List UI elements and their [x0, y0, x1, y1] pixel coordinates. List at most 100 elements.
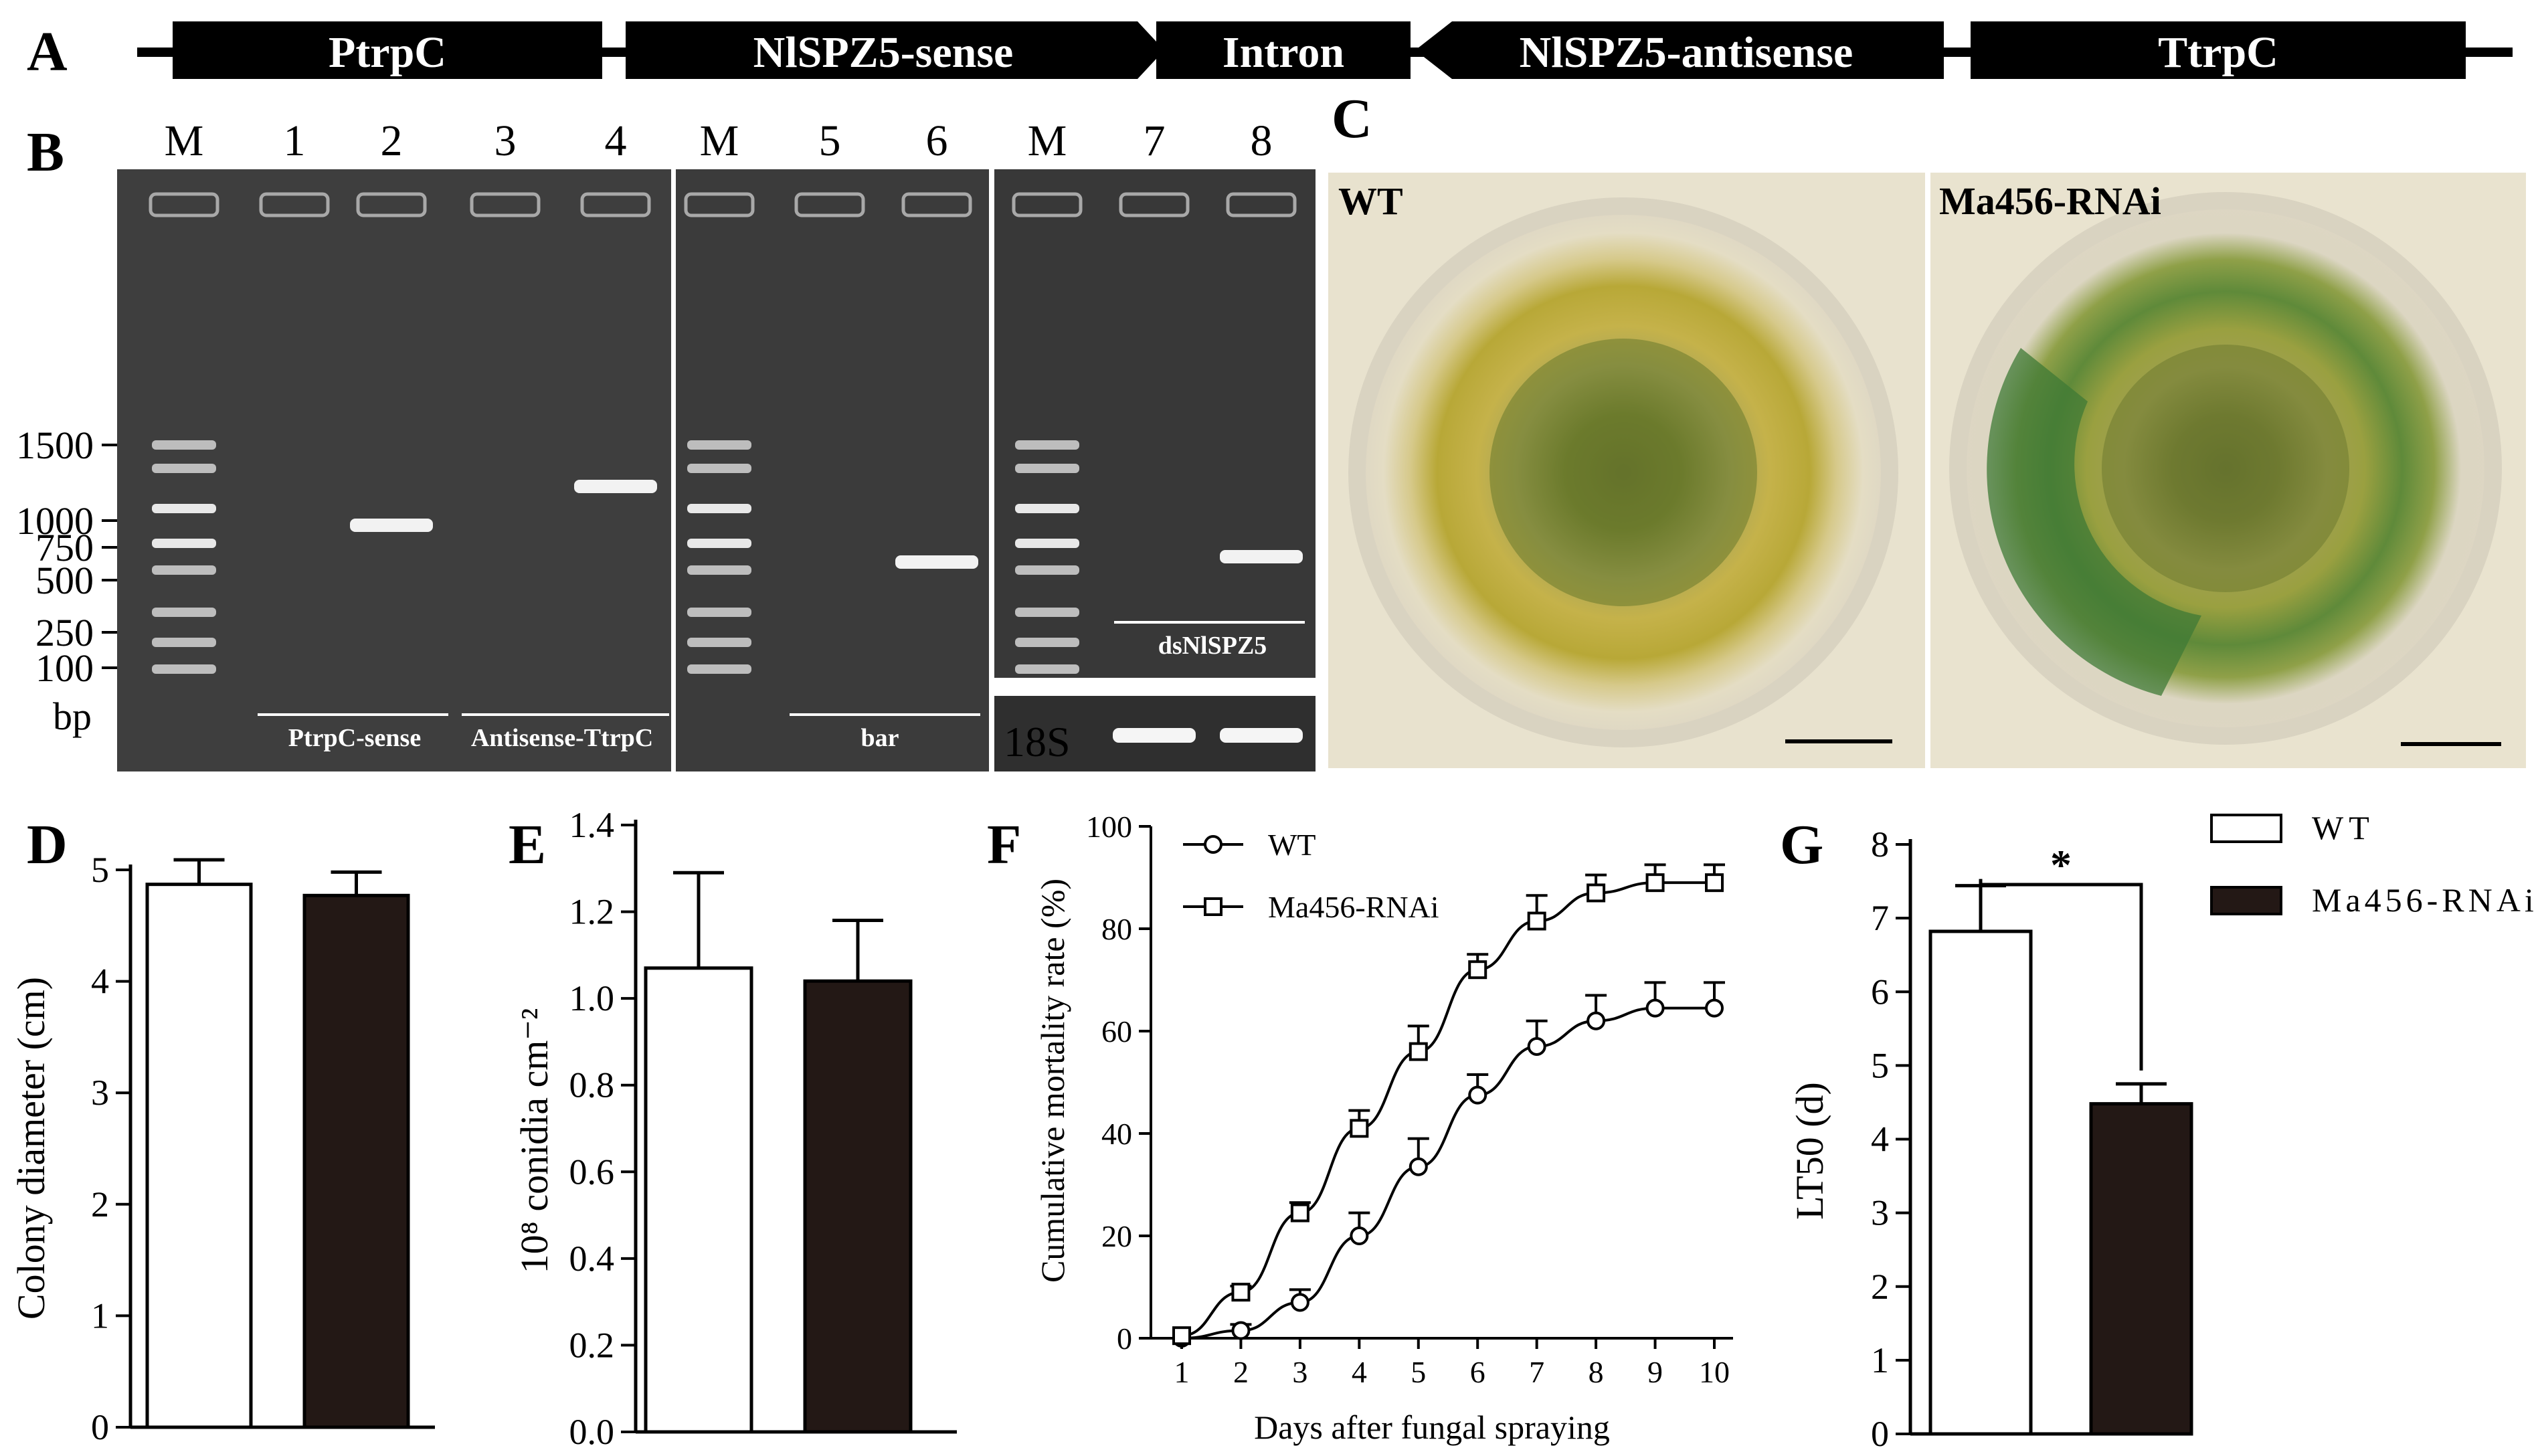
y-tick-label: 0.2 [569, 1325, 615, 1365]
construct-segment-label: Intron [1222, 28, 1344, 77]
x-tick-label: 9 [1647, 1355, 1663, 1389]
gel-well [1119, 192, 1190, 217]
panel-letter-a: A [27, 21, 68, 83]
y-tick-label: 3 [1871, 1193, 1889, 1233]
legend-swatch-wt [2210, 814, 2282, 843]
colony-label-rnai: Ma456-RNAi [1939, 179, 2161, 223]
x-tick-label: 10 [1699, 1355, 1730, 1389]
y-tick-label: 0 [1117, 1322, 1132, 1356]
y-tick-label: 8 [1871, 824, 1889, 864]
colony-label-wt: WT [1338, 179, 1403, 223]
legend-label-rnai: Ma456-RNAi [2312, 881, 2536, 919]
construct-panel: A PtrpC NlSPZ5-sense Intron NlSPZ5-antisens… [27, 21, 2513, 83]
product-band [350, 519, 433, 532]
bar-wt [145, 883, 253, 1429]
segment-sense-arrow [626, 21, 1164, 79]
marker-rnai [1231, 1283, 1251, 1302]
panel-letter-b: B [27, 121, 64, 183]
y-tick-label: 7 [1871, 898, 1889, 938]
y-tick-label: 2 [91, 1184, 109, 1224]
ladder-band [152, 464, 216, 473]
y-axis-title: LT50 (d) [1788, 1082, 1831, 1220]
segment-ttrpc-box [1971, 21, 2466, 79]
ladder-band [1015, 638, 1079, 647]
ladder-label: 1000 [16, 499, 94, 543]
marker-wt [1645, 998, 1665, 1018]
lane-label: 4 [605, 116, 627, 165]
panel-letter-e: E [509, 814, 546, 876]
y-tick-label: 4 [91, 962, 109, 1002]
x-tick-label: 1 [1174, 1355, 1190, 1389]
bar-ma456-rnai [2089, 1102, 2193, 1436]
y-tick-label: 1.4 [569, 805, 615, 845]
marker-rnai [1290, 1203, 1309, 1222]
bar-legend: WT Ma456-RNAi [2210, 809, 2536, 919]
y-tick-label: 1.2 [569, 892, 615, 932]
ladder-band [687, 608, 751, 617]
gel-bands [152, 440, 1303, 743]
product-label: Antisense-TtrpC [471, 724, 653, 752]
x-tick-label: 4 [1352, 1355, 1367, 1389]
x-tick-label: 8 [1589, 1355, 1604, 1389]
legend-label-rnai: Ma456-RNAi [1268, 890, 1439, 924]
marker-wt [1705, 998, 1724, 1018]
gel-well [259, 192, 330, 217]
x-tick-label: 5 [1411, 1355, 1426, 1389]
significance-marker: * [2050, 841, 2072, 889]
construct-segment-label: TtrpC [2158, 28, 2278, 77]
marker-rnai [1705, 873, 1724, 893]
y-tick-label: 2 [1871, 1267, 1889, 1307]
gel-wells [149, 192, 1297, 217]
panel-f: F 0 20 40 60 80 100 1 2 3 4 5 6 7 8 9 10 Days after fung… [987, 810, 1733, 1446]
series-line-rnai [1181, 881, 1714, 1338]
lane-label: M [1028, 116, 1067, 165]
product-band [895, 555, 978, 569]
ladder-band [1015, 464, 1079, 473]
bar-ma456-rnai [803, 979, 913, 1434]
marker-wt [1290, 1293, 1309, 1312]
product-label: bar [861, 724, 899, 752]
marker-rnai [1527, 911, 1546, 931]
gel-well [901, 192, 972, 217]
y-tick-label: 0 [1871, 1414, 1889, 1454]
construct-segment-label: NlSPZ5-antisense [1520, 28, 1853, 77]
y-tick-label: 0.8 [569, 1065, 615, 1105]
ladder-label: 1500 [16, 424, 94, 467]
segment-intron-box [1156, 21, 1411, 79]
x-axis-title: Days after fungal spraying [1254, 1408, 1610, 1446]
lane-label: 1 [284, 116, 306, 165]
y-tick-label: 0 [91, 1407, 109, 1447]
marker-rnai [1409, 1042, 1428, 1061]
y-tick-label: 0.6 [569, 1152, 615, 1192]
y-tick-label: 40 [1101, 1117, 1132, 1151]
chart-colony-diameter: 0 1 2 3 4 5 Colony diameter (cm) [9, 850, 435, 1447]
product-band [574, 480, 657, 493]
lane-label: 8 [1251, 116, 1273, 165]
marker-wt [1468, 1085, 1487, 1105]
bar-ma456-rnai [302, 893, 410, 1429]
construct-segment-label: PtrpC [329, 28, 446, 77]
panel-d: D 0 1 2 3 4 5 Colony diameter (cm) [9, 814, 435, 1447]
panel-letter-f: F [987, 814, 1021, 876]
ref-band-18s [1220, 728, 1303, 743]
marker-rnai [1587, 883, 1606, 903]
lane-label: 3 [494, 116, 517, 165]
ladder-band [687, 539, 751, 548]
y-tick-label: 5 [91, 850, 109, 890]
ladder-band [152, 608, 216, 617]
marker-rnai [1350, 1119, 1369, 1138]
x-tick-label: 2 [1233, 1355, 1249, 1389]
ladder-band [1015, 664, 1079, 674]
colony-panel: C WT Ma456-RNAi [1328, 88, 2526, 768]
ladder-band [1015, 539, 1079, 548]
marker-rnai [1172, 1326, 1191, 1346]
gel-well [794, 192, 865, 217]
colony-rnai-center [2102, 345, 2349, 592]
y-tick-label: 60 [1101, 1014, 1132, 1049]
ladder-label: 500 [35, 559, 94, 602]
series-line-wt [1181, 1006, 1714, 1340]
ref-band-18s [1113, 728, 1196, 743]
lane-label: M [165, 116, 204, 165]
